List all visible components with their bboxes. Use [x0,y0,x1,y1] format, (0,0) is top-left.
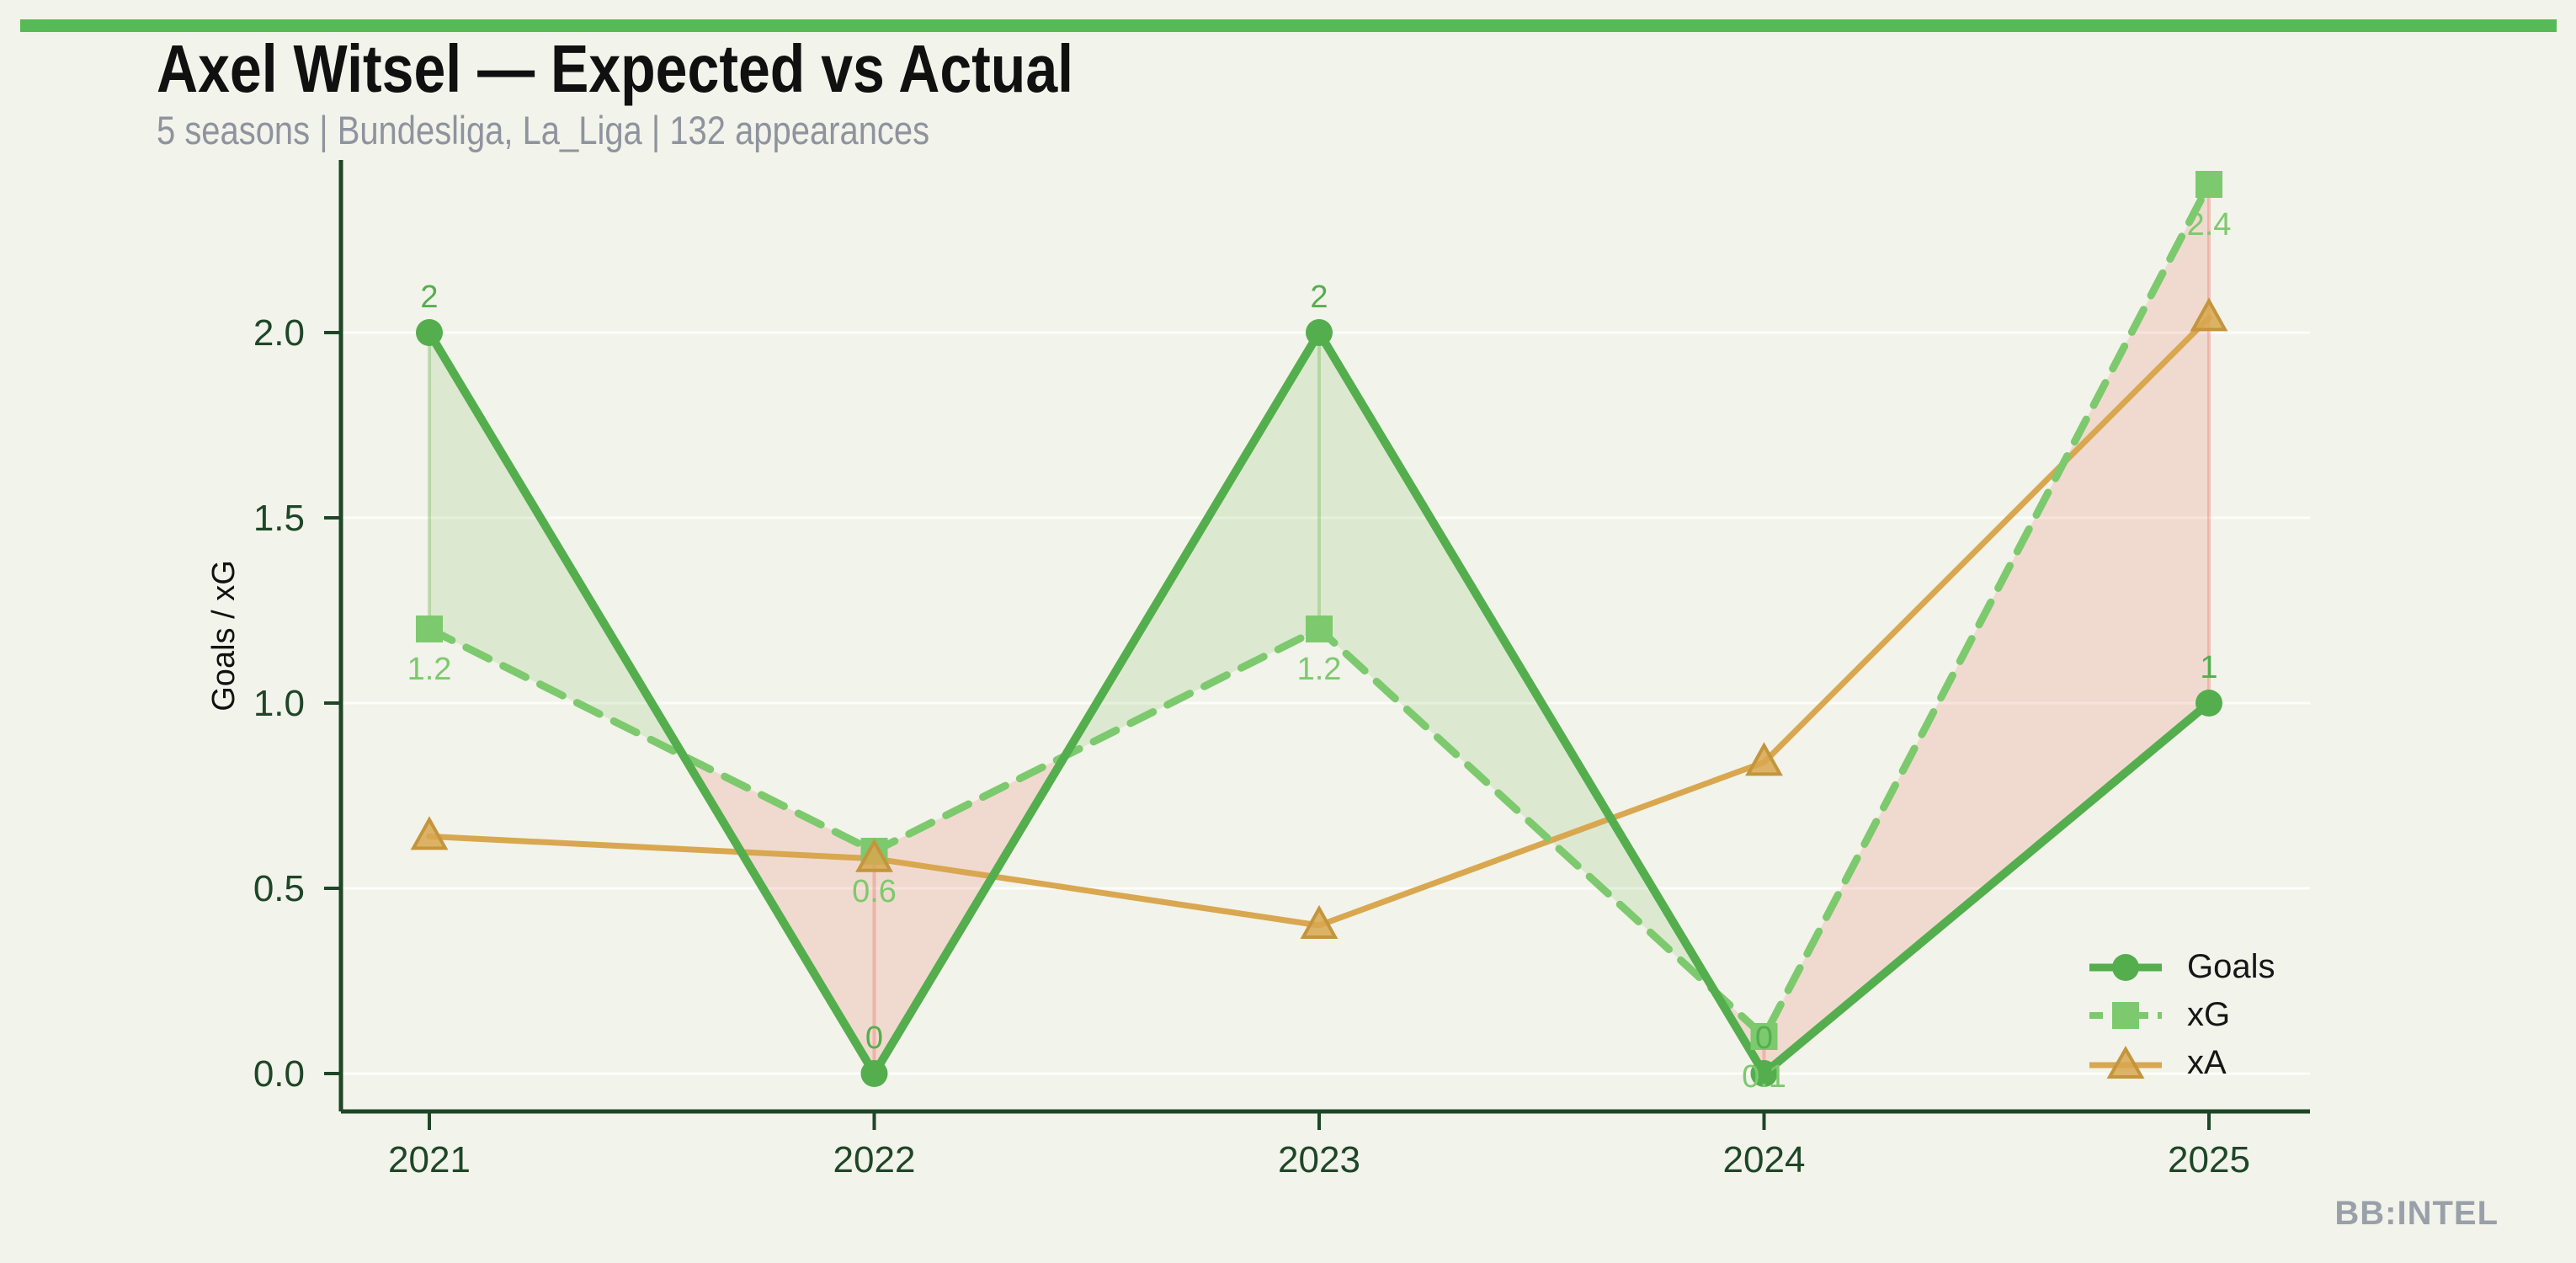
legend-item-goals: Goals [2089,948,2275,986]
xa-marker-2024 [1745,742,1783,776]
xg-value-label-2021: 1.2 [407,652,452,687]
xg-value-label-2023: 1.2 [1297,652,1342,687]
x-tick-label-2021: 2021 [388,1139,471,1180]
goals-marker-2025 [2195,690,2222,717]
chart-header: Axel Witsel — Expected vs Actual 5 seaso… [157,31,1235,152]
legend-item-xg: xG [2089,996,2275,1034]
y-axis-label: Goals / xG [206,560,242,711]
y-tick-label-1.5: 1.5 [253,498,305,539]
xa-marker-2022 [855,838,893,872]
goals-marker-2023 [1306,319,1333,346]
legend-item-xa: xA [2089,1044,2275,1082]
xg-marker-2021 [416,616,443,642]
xg-value-label-2024: 0.1 [1742,1059,1786,1095]
goals-value-label-2022: 0 [865,1021,883,1056]
goals-value-label-2021: 2 [420,280,438,315]
y-tick-label-0.0: 0.0 [253,1053,305,1095]
xa-marker-2023 [1300,904,1339,939]
xg-value-label-2022: 0.6 [852,874,897,909]
y-tick-label-0.5: 0.5 [253,868,305,909]
xa-marker-2021 [410,816,449,850]
x-tick-label-2025: 2025 [2168,1139,2250,1180]
xg-marker-2025 [2195,171,2222,198]
xa-marker-2025 [2190,297,2228,332]
legend-label-xa: xA [2187,1044,2227,1081]
legend-label-xg: xG [2187,996,2231,1033]
x-tick-label-2024: 2024 [1723,1139,1806,1180]
xa-legend-marker-icon [2089,1045,2162,1079]
goals-value-label-2025: 1 [2200,650,2217,685]
xg-value-label-2025: 2.4 [2187,207,2232,242]
legend-label-goals: Goals [2187,948,2275,985]
top-accent-bar [20,19,2557,32]
goals-marker-2022 [860,1060,888,1087]
xg-legend-marker-icon [2089,1001,2162,1029]
y-tick-label-1.0: 1.0 [253,683,305,724]
goals-marker-2021 [416,319,443,346]
legend: Goals xG xA [2089,948,2275,1082]
goals-legend-marker-icon [2089,953,2162,981]
page-title: Axel Witsel — Expected vs Actual [157,31,1074,106]
fill-region [1764,184,2209,1074]
xg-marker-2023 [1306,616,1333,642]
x-tick-label-2023: 2023 [1278,1139,1360,1180]
watermark-logo: BB:INTEL [2334,1195,2499,1232]
xg-marker-2024 [1750,1023,1778,1050]
goals-marker-2024 [1750,1060,1778,1087]
goals-value-label-2024: 0 [1755,1021,1773,1056]
goals-value-label-2023: 2 [1310,280,1328,315]
y-tick-label-2.0: 2.0 [253,312,305,354]
page-subtitle: 5 seasons | Bundesliga, La_Liga | 132 ap… [157,108,930,152]
x-tick-label-2022: 2022 [833,1139,916,1180]
